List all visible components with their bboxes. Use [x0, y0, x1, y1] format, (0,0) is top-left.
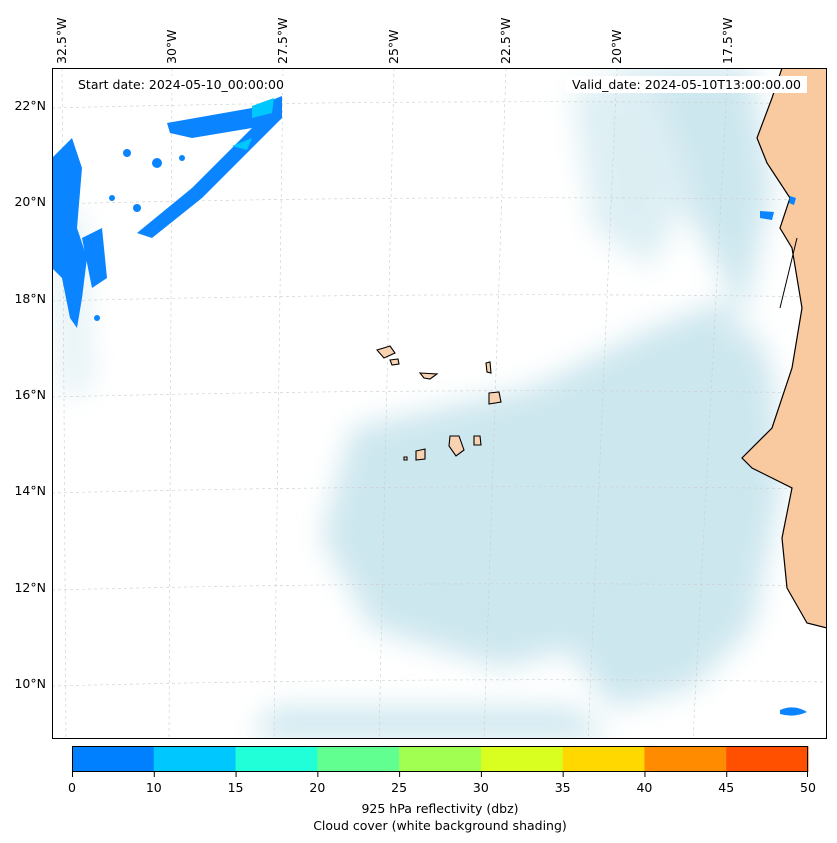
colorbar-segment: [399, 746, 482, 772]
colorbar-segment: [317, 746, 400, 772]
lat-label: 14°N: [14, 483, 46, 498]
colorbar-tick-label: 30: [472, 780, 489, 795]
lat-label: 10°N: [14, 676, 46, 691]
colorbar-tick-label: 15: [227, 780, 244, 795]
lat-label: 16°N: [14, 387, 46, 402]
colorbar-segment: [644, 746, 727, 772]
lon-label: 20°W: [609, 29, 624, 64]
land-africa: [741, 68, 827, 629]
lon-label: 17.5°W: [720, 17, 735, 64]
reflectivity-areas: [52, 96, 807, 716]
colorbar-tick-label: 10: [145, 780, 162, 795]
lon-label: 25°W: [386, 29, 401, 64]
colorbar-tick-label: 35: [554, 780, 571, 795]
lat-label: 20°N: [14, 194, 46, 209]
colorbar-segment: [153, 746, 237, 772]
colorbar-tick-label: 45: [718, 780, 735, 795]
colorbar: [72, 746, 809, 777]
colorbar-sublabel: Cloud cover (white background shading): [313, 818, 567, 833]
colorbar-tick-label: 0: [68, 780, 76, 795]
colorbar-segment: [235, 746, 318, 772]
colorbar-tick-label: 20: [309, 780, 326, 795]
colorbar-tick-label: 25: [391, 780, 408, 795]
lat-label: 22°N: [14, 98, 46, 113]
colorbar-segment: [480, 746, 564, 772]
lon-label: 27.5°W: [275, 17, 290, 64]
lon-label: 32.5°W: [54, 17, 69, 64]
start-date: Start date: 2024-05-10_00:00:00: [72, 76, 290, 93]
colorbar-segment: [72, 746, 155, 772]
colorbar-label: 925 hPa reflectivity (dbz): [361, 801, 519, 816]
colorbar-tick-label: 50: [800, 780, 816, 795]
colorbar-segment: [562, 746, 645, 772]
colorbar-segment: [726, 746, 809, 772]
lon-label: 30°W: [164, 29, 179, 64]
colorbar-tick-label: 40: [636, 780, 653, 795]
map-panel: [52, 68, 827, 739]
cloud-shading: [52, 68, 782, 739]
lat-label: 18°N: [14, 291, 46, 306]
lat-label: 12°N: [14, 580, 46, 595]
map-frame: [52, 68, 827, 739]
valid-date: Valid_date: 2024-05-10T13:00:00.00: [565, 76, 807, 93]
lon-label: 22.5°W: [498, 17, 513, 64]
cape-verde-islands: [376, 345, 502, 461]
